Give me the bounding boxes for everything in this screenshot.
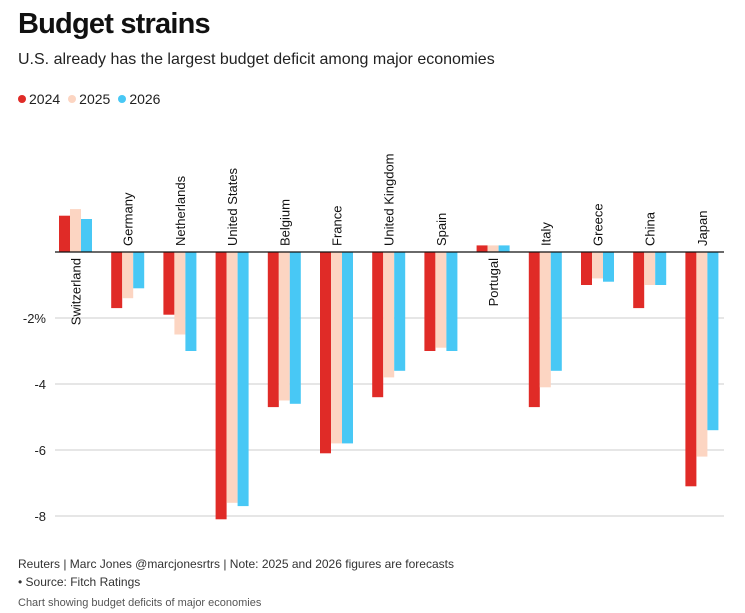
bar-2024: [59, 215, 70, 252]
category-label: Italy: [538, 222, 553, 246]
bar-2024: [320, 252, 331, 454]
bar-2024: [372, 252, 384, 398]
category-label: United States: [225, 167, 240, 246]
y-tick-label: -8: [34, 509, 46, 524]
bar-2026: [394, 252, 406, 371]
category-label: Belgium: [277, 199, 292, 246]
bar-2024: [424, 252, 436, 351]
y-tick-label: -2%: [23, 311, 47, 326]
bar-2026: [81, 219, 92, 252]
bar-2025: [592, 252, 603, 279]
bar-2026: [707, 252, 719, 431]
legend-label-2025: 2025: [79, 91, 111, 107]
bar-2024: [581, 252, 592, 285]
bar-2026: [342, 252, 353, 444]
bar-2026: [133, 252, 145, 289]
bar-2025: [278, 252, 290, 401]
bar-2024: [215, 252, 227, 520]
category-label: Spain: [434, 213, 449, 246]
bar-2025: [539, 252, 551, 388]
bar-2025: [487, 245, 499, 252]
bar-2026: [237, 252, 249, 507]
bar-2025: [174, 252, 186, 335]
legend-dot-2026: [118, 95, 127, 103]
footer-source: • Source: Fitch Ratings: [18, 575, 141, 589]
category-label: France: [330, 206, 345, 246]
bar-2025: [70, 209, 81, 252]
category-label: Greece: [591, 203, 606, 246]
category-label: Germany: [121, 192, 136, 246]
category-label: Switzerland: [69, 258, 84, 325]
legend-item-2024: 2024: [18, 91, 60, 107]
bar-2026: [289, 252, 301, 404]
bar-2025: [383, 252, 395, 378]
chart-title: Budget strains: [18, 8, 211, 40]
bar-2025: [331, 252, 342, 444]
bar-2025: [226, 252, 238, 503]
bar-2026: [550, 252, 562, 371]
legend-dot-2025: [68, 95, 77, 103]
bar-2026: [498, 245, 510, 252]
legend-label-2024: 2024: [29, 91, 61, 107]
bar-2025: [435, 252, 447, 348]
bar-2024: [633, 252, 645, 309]
bar-2026: [603, 252, 614, 282]
y-tick-label: -6: [34, 443, 46, 458]
chart-subtitle: U.S. already has the largest budget defi…: [18, 51, 495, 68]
footer-credit: Reuters | Marc Jones @marcjonesrtrs | No…: [18, 557, 454, 571]
bar-2025: [696, 252, 708, 457]
legend: 2024 2025 2026: [18, 91, 160, 107]
bar-2025: [122, 252, 134, 299]
bar-2024: [685, 252, 697, 487]
footer-caption: Chart showing budget deficits of major e…: [18, 597, 262, 609]
category-label: Netherlands: [173, 175, 188, 246]
bar-2026: [185, 252, 197, 351]
legend-label-2026: 2026: [129, 91, 161, 107]
legend-item-2026: 2026: [118, 91, 160, 107]
bar-chart: -2% -4 -6 -8 Switzerland Germany Netherlands Un…: [23, 154, 724, 524]
bar-2026: [655, 252, 667, 285]
category-label: Japan: [695, 211, 710, 246]
bar-2024: [476, 245, 488, 252]
category-label: China: [643, 211, 658, 246]
bar-2024: [111, 252, 123, 309]
bar-2024: [528, 252, 540, 408]
category-label: United Kingdom: [382, 154, 397, 247]
y-tick-label: -4: [34, 377, 46, 392]
legend-dot-2024: [18, 95, 26, 103]
bar-2024: [163, 252, 175, 315]
bar-2025: [644, 252, 656, 285]
bar-2024: [267, 252, 279, 408]
bar-2026: [446, 252, 458, 351]
legend-item-2025: 2025: [68, 91, 110, 107]
category-label: Portugal: [486, 258, 501, 307]
